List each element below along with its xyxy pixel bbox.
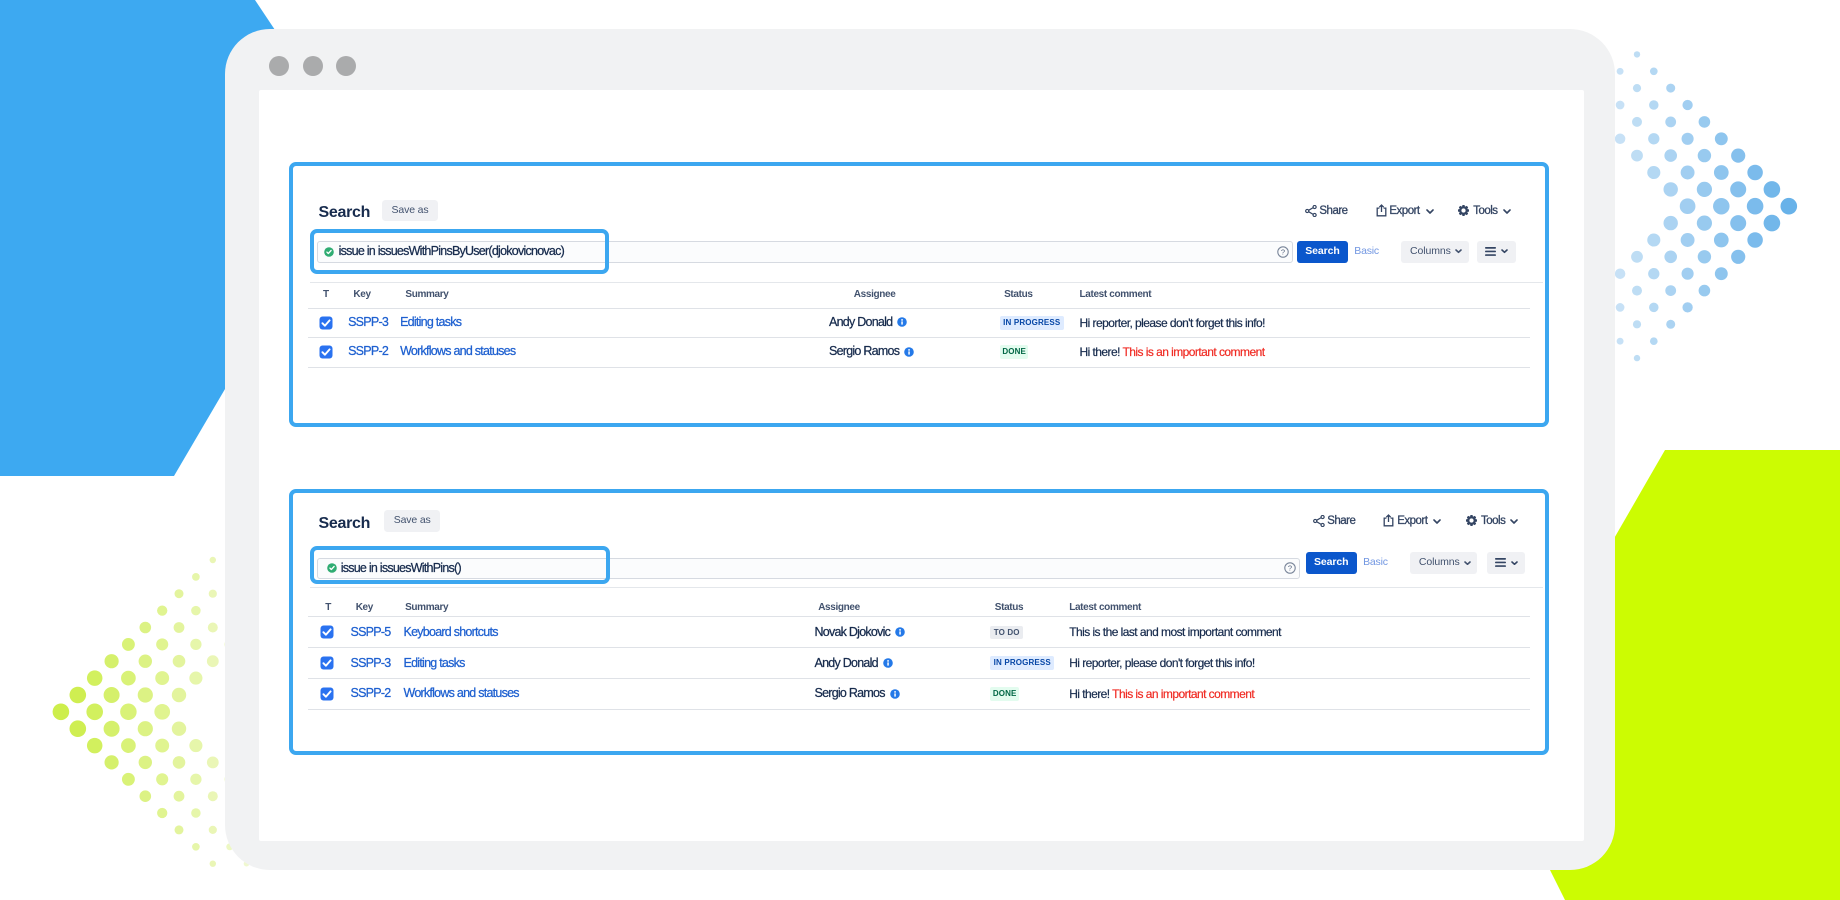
svg-text:?: ? [1288,564,1292,573]
svg-text:?: ? [1281,247,1285,256]
